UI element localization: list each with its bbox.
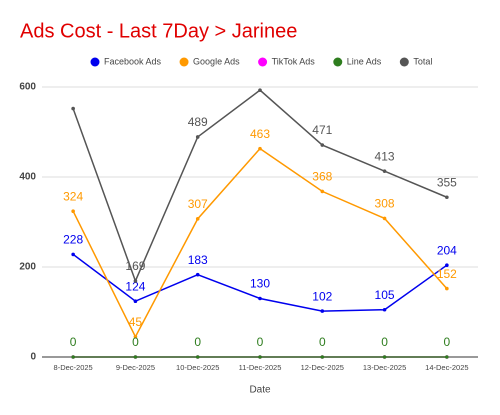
data-point xyxy=(133,279,138,283)
data-label: 105 xyxy=(375,288,395,302)
legend-label: Total xyxy=(413,56,432,66)
legend-marker xyxy=(90,57,100,67)
data-point xyxy=(195,217,200,221)
x-tick-label: 8-Dec-2025 xyxy=(54,363,93,372)
data-label: 463 xyxy=(250,127,270,141)
data-label: 0 xyxy=(132,335,139,349)
data-point xyxy=(195,135,200,139)
data-label: 183 xyxy=(188,253,208,267)
x-tick-label: 11-Dec-2025 xyxy=(239,363,282,372)
y-tick-label: 600 xyxy=(19,82,36,93)
data-point xyxy=(258,88,262,92)
legend-marker xyxy=(179,57,189,67)
data-label: 152 xyxy=(437,267,457,281)
legend-marker xyxy=(399,57,409,67)
x-axis-label: Date xyxy=(249,385,271,396)
y-tick-label: 0 xyxy=(30,352,36,363)
data-label: 102 xyxy=(312,289,332,303)
data-label: 0 xyxy=(381,335,388,349)
data-point xyxy=(133,334,138,339)
legend-label: TikTok Ads xyxy=(272,56,316,66)
legend-label: Facebook Ads xyxy=(104,56,162,66)
data-point xyxy=(71,106,75,111)
legend-label: Google Ads xyxy=(193,56,240,66)
data-point xyxy=(133,355,138,359)
data-label: 228 xyxy=(63,233,83,247)
data-label: 413 xyxy=(375,149,395,163)
data-point xyxy=(71,209,75,213)
y-tick-label: 200 xyxy=(19,262,36,273)
data-label: 169 xyxy=(125,259,145,273)
data-point xyxy=(71,355,75,359)
data-label: 307 xyxy=(188,197,208,211)
data-label: 0 xyxy=(257,335,264,349)
data-point xyxy=(133,299,138,304)
data-label: 124 xyxy=(125,279,145,293)
data-point xyxy=(258,146,262,151)
x-tick-label: 10-Dec-2025 xyxy=(176,363,219,372)
data-point xyxy=(382,355,387,359)
data-label: 204 xyxy=(437,243,457,257)
data-label: 355 xyxy=(437,175,457,189)
legend-marker xyxy=(333,57,343,67)
legend-marker xyxy=(258,57,268,67)
data-point xyxy=(320,355,325,359)
data-label: 45 xyxy=(129,315,143,329)
data-point xyxy=(258,296,262,301)
x-tick-label: 13-Dec-2025 xyxy=(363,363,406,372)
data-label: 130 xyxy=(250,277,270,291)
data-label: 0 xyxy=(319,335,326,349)
x-tick-label: 14-Dec-2025 xyxy=(425,363,468,372)
data-point xyxy=(445,286,449,291)
x-tick-label: 12-Dec-2025 xyxy=(301,363,344,372)
legend-label: Line Ads xyxy=(347,56,382,66)
data-point xyxy=(382,307,387,312)
data-label: 0 xyxy=(70,335,77,349)
data-point xyxy=(320,143,325,147)
data-point xyxy=(258,355,262,359)
data-label: 324 xyxy=(63,189,83,203)
data-point xyxy=(445,195,449,200)
data-point xyxy=(382,216,387,221)
data-point xyxy=(71,252,75,257)
series-line xyxy=(72,89,448,283)
data-point xyxy=(195,355,200,359)
data-label: 368 xyxy=(312,170,332,184)
data-label: 0 xyxy=(444,335,451,349)
data-point xyxy=(195,272,200,277)
y-tick-label: 400 xyxy=(19,172,36,183)
data-label: 471 xyxy=(312,123,332,137)
data-point xyxy=(382,169,387,173)
data-point xyxy=(320,309,325,313)
data-point xyxy=(445,263,449,268)
x-tick-label: 9-Dec-2025 xyxy=(116,363,155,372)
data-label: 489 xyxy=(188,115,208,129)
chart-title: Ads Cost - Last 7Day > Jarinee xyxy=(20,20,297,42)
data-point xyxy=(320,189,325,194)
data-point xyxy=(445,355,449,359)
data-label: 0 xyxy=(194,335,201,349)
data-label: 308 xyxy=(375,197,395,211)
